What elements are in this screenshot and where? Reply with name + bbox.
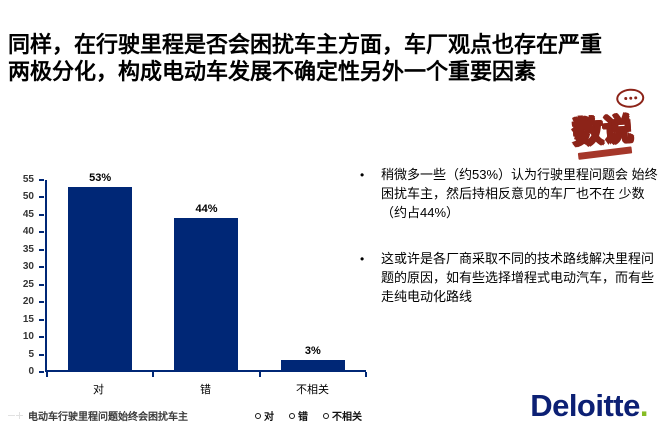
y-tick-label: 45 (22, 208, 34, 220)
y-tick-mark (39, 336, 44, 339)
y-tick-label: 40 (22, 226, 34, 238)
y-tick-mark (39, 231, 44, 234)
stamp-logo-text: 数说 (570, 112, 634, 151)
y-tick-mark (39, 196, 44, 199)
x-axis-labels: 对 错 不相关 (45, 381, 366, 397)
legend-marker-circle (323, 412, 329, 419)
y-tick-label: 10 (22, 331, 34, 343)
bar-slot: 44% (153, 180, 259, 370)
y-tick-label: 55 (22, 174, 34, 185)
legend-item: 对 (255, 408, 274, 423)
legend-marker-circle (289, 412, 295, 419)
x-tick-mark (46, 372, 48, 377)
y-axis-labels: 55 50 45 40 35 30 25 20 15 10 5 0 (4, 174, 45, 377)
slide-title-line2: 两极分化，构成电动车发展不确定性另外一个重要因素 (8, 59, 537, 84)
legend-item: 错 (289, 408, 308, 423)
bar-不相关: 3% (280, 345, 345, 370)
shuoshuo-stamp-logo: 数说 (568, 87, 659, 161)
y-tick-mark (39, 248, 44, 251)
y-tick-mark (39, 353, 44, 356)
x-category-label: 不相关 (296, 384, 329, 396)
bar-错: 44% (174, 203, 239, 370)
bullet-marker: • (360, 168, 365, 182)
y-tick-label: 35 (22, 243, 34, 255)
bar-对: 53% (68, 172, 133, 370)
chart-legend: 对 错 不相关 (255, 408, 364, 423)
y-tick-mark (39, 266, 44, 269)
y-tick-mark (39, 283, 44, 286)
bullet-item-2: • 这或许是各厂商采取不同的技术路线解决里程问题的原因，如有些选择增程式电动汽车… (360, 249, 658, 306)
legend-item: 不相关 (323, 408, 362, 423)
y-tick-label: 25 (22, 278, 34, 290)
series-name-label: 电动车行驶里程问题始终会困扰车主 (28, 412, 188, 423)
slide-title-line1: 同样，在行驶里程是否会困扰车主方面，车厂观点也存在严重 (8, 32, 603, 57)
y-tick-mark (39, 213, 44, 216)
deloitte-logo: Deloitte. (530, 388, 648, 424)
x-category-label: 错 (200, 384, 211, 396)
bar-slot: 53% (47, 172, 153, 370)
y-tick-mark (39, 318, 44, 321)
slide-title: 同样，在行驶里程是否会困扰车主方面，车厂观点也存在严重 两极分化，构成电动车发展… (8, 31, 658, 85)
legend-label: 对 (264, 412, 274, 423)
bar-value-label: 53% (89, 171, 112, 184)
x-tick-mark (258, 372, 261, 377)
y-tick-label: 50 (22, 191, 34, 203)
y-tick-mark (39, 301, 44, 304)
y-tick-mark (39, 371, 44, 373)
bar-slot: 3% (260, 180, 366, 370)
bullet-text: 这或许是各厂商采取不同的技术路线解决里程问题的原因，如有些选择增程式电动汽车，而… (381, 251, 655, 304)
x-category-label: 对 (93, 384, 104, 396)
bullet-marker: • (360, 252, 365, 266)
legend-label: 不相关 (332, 412, 362, 423)
legend-marker-circle (255, 412, 261, 419)
bar-value-label: 44% (195, 203, 218, 215)
bullet-list: • 稍微多一些（约53%）认为行驶里程问题会 始终困扰车主，然后持相反意见的车厂… (360, 165, 658, 333)
y-tick-label: 30 (22, 261, 34, 273)
legend-label: 错 (298, 412, 308, 423)
deloitte-green-dot: . (639, 388, 649, 423)
bar-chart: 55 50 45 40 35 30 25 20 15 10 5 0 53% 44% 3% 对错不相关 (4, 172, 367, 397)
y-tick-label: 5 (28, 348, 34, 360)
x-tick-mark (152, 372, 155, 377)
deloitte-wordmark: Deloitte (530, 388, 640, 423)
y-tick-label: 0 (28, 366, 34, 377)
bullet-item-1: • 稍微多一些（约53%）认为行驶里程问题会 始终困扰车主，然后持相反意见的车厂… (360, 165, 658, 222)
y-tick-mark (39, 179, 44, 181)
faint-watermark (6, 411, 28, 421)
plot-area: 53% 44% 3% (45, 172, 367, 377)
y-tick-label: 15 (22, 313, 34, 325)
bar-value-label: 3% (304, 344, 321, 357)
x-tick-mark (365, 372, 367, 377)
y-tick-label: 20 (22, 296, 34, 308)
bullet-text: 稍微多一些（约53%）认为行驶里程问题会 始终困扰车主，然后持相反意见的车厂也不… (381, 167, 658, 220)
chart-footer: 电动车行驶里程问题始终会困扰车主 对 错 不相关 (6, 408, 364, 423)
